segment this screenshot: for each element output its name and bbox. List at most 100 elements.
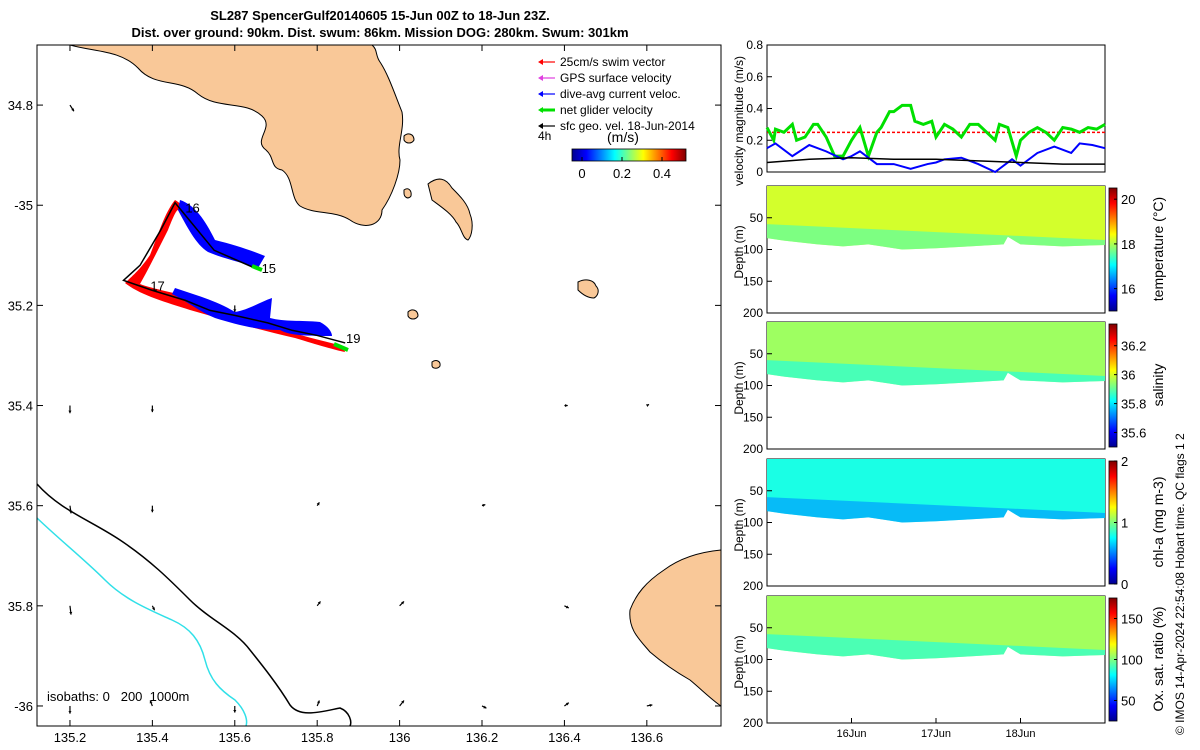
section-data-lower [767, 497, 1105, 523]
colorbar-tick-label: 0 [578, 166, 585, 181]
velocity-y-tick-label: 0.6 [746, 70, 763, 84]
surface-vector-head [149, 700, 153, 704]
track-map: 16 15 17 19 135.2 135.4 135.6 135.8 136 136.2 136… [8, 44, 722, 745]
section-ylabel: Depth (m) [732, 498, 746, 551]
section-colorbar-tick-label: 20 [1121, 192, 1135, 207]
map-y-axis: 34.8 -35 35.2 35.4 35.6 35.8 -36 [8, 98, 721, 714]
surface-vector-head [68, 711, 72, 714]
map-x-axis: 135.2 135.4 135.6 135.8 136 136.2 136.4 136.6 [54, 45, 663, 745]
section-colorbar-tick-label: 0 [1121, 577, 1128, 592]
section-colorbar-label: chl-a (mg m-3) [1150, 476, 1166, 567]
track-day-label: 19 [346, 331, 360, 346]
surface-vector-head [565, 605, 569, 609]
track-day-label: 16 [185, 201, 199, 216]
section-y-tick-label: 200 [743, 442, 763, 456]
section-y-tick-label: 100 [743, 379, 763, 393]
section-x-axis: 16Jun 17Jun 18Jun [837, 718, 1036, 740]
map-x-tick-label: 136.4 [548, 730, 581, 745]
legend-label: sfc geo. vel. 18-Jun-2014 [560, 119, 695, 133]
glider-track-current-band [172, 200, 332, 336]
map-y-tick-label: 35.6 [8, 499, 33, 514]
land-island-5 [431, 360, 441, 369]
surface-vector-head [317, 601, 321, 605]
isobath-legend: isobaths: 0 200 1000m [47, 689, 189, 704]
land-island-1 [427, 178, 473, 241]
map-x-tick-label: 135.6 [219, 730, 252, 745]
section-colorbar-tick-label: 150 [1121, 612, 1143, 627]
surface-vector-head [150, 509, 154, 513]
section-x-tick-label: 18Jun [1006, 728, 1036, 740]
surface-vector-head [68, 410, 72, 414]
map-x-tick-label: 135.4 [136, 730, 169, 745]
surface-vector-head [646, 404, 650, 407]
section-y-tick-label: 50 [750, 347, 764, 361]
section-y-tick-label: 50 [750, 484, 764, 498]
net-glider-vector-start [251, 264, 263, 272]
section-panel: 50 100 150 200 Depth (m) 16 18 20 temperature (°… [732, 185, 1166, 320]
chart-title-line-1: SL287 SpencerGulf20140605 15-Jun 00Z to … [210, 8, 550, 23]
section-panel: 50 100 150 200 Depth (m) 35.6 35.8 36 36.2 salini… [732, 321, 1166, 456]
surface-vector-head [233, 709, 237, 713]
velocity-y-axis: 0 0.2 0.4 0.6 0.8 [746, 38, 772, 179]
section-y-tick-label: 100 [743, 243, 763, 257]
map-y-tick-label: -36 [14, 699, 33, 714]
surface-vector-head [649, 703, 653, 707]
colorbar-tick-label: 0.2 [613, 166, 631, 181]
section-y-tick-label: 200 [743, 306, 763, 320]
track-day-label: 15 [262, 261, 276, 276]
legend-arrowhead [538, 107, 543, 113]
surface-vector-head [317, 700, 320, 704]
section-data-lower [767, 634, 1105, 660]
section-colorbar-label: salinity [1150, 364, 1166, 407]
surface-vector-head [69, 611, 73, 615]
map-x-tick-label: 136.2 [466, 730, 499, 745]
section-colorbar-tick-label: 16 [1121, 282, 1135, 297]
map-y-tick-label: 35.8 [8, 599, 33, 614]
section-x-tick-label: 17Jun [921, 728, 951, 740]
isobath-1000m [37, 517, 248, 726]
map-x-tick-label: 135.2 [54, 730, 87, 745]
legend-label: dive-avg current veloc. [560, 87, 681, 101]
surface-vector-head [152, 607, 155, 611]
map-y-tick-label: 34.8 [8, 98, 33, 113]
section-colorbar-label: Ox. sat. ratio (%) [1150, 606, 1166, 711]
section-y-tick-label: 150 [743, 684, 763, 698]
section-y-tick-label: 150 [743, 410, 763, 424]
section-data-lower [767, 360, 1105, 386]
surface-vector-head [71, 108, 74, 112]
track-labels: 16 15 17 19 [150, 201, 360, 346]
section-y-tick-label: 100 [743, 653, 763, 667]
section-y-tick-label: 150 [743, 547, 763, 561]
section-colorbar-tick-label: 36 [1121, 368, 1135, 383]
legend-interval-label: 4h [538, 129, 551, 143]
surface-vector-head [565, 403, 568, 408]
section-colorbar-tick-label: 1 [1121, 516, 1128, 531]
legend-label: net glider velocity [560, 103, 653, 117]
section-colorbar-tick-label: 18 [1121, 237, 1135, 252]
section-ylabel: Depth (m) [732, 635, 746, 688]
section-colorbar [1108, 323, 1118, 448]
section-colorbar-label: temperature (°C) [1150, 197, 1166, 301]
velocity-series-dive_avg [766, 142, 1106, 174]
map-x-tick-label: 136.6 [631, 730, 664, 745]
speed-colorbar [571, 148, 687, 162]
colorbar-units-label: (m/s) [607, 129, 639, 145]
section-colorbar [1108, 187, 1118, 312]
track-day-label: 17 [150, 278, 164, 293]
surface-vector-head [483, 705, 487, 709]
isobath-200m [37, 483, 352, 726]
section-colorbar-tick-label: 35.8 [1121, 397, 1146, 412]
section-ylabel: Depth (m) [732, 361, 746, 414]
legend-arrowhead [538, 91, 543, 97]
speed-colorbar-ticks: 0 0.2 0.4 [578, 157, 671, 181]
section-colorbar-tick-label: 36.2 [1121, 339, 1146, 354]
section-colorbar-tick-label: 2 [1121, 454, 1128, 469]
section-colorbar-tick-label: 100 [1121, 653, 1143, 668]
map-y-tick-label: 35.4 [8, 399, 33, 414]
land-island-2 [577, 279, 599, 299]
section-y-tick-label: 150 [743, 274, 763, 288]
colorbar-tick-label: 0.4 [653, 166, 671, 181]
map-y-tick-label: 35.2 [8, 298, 33, 313]
